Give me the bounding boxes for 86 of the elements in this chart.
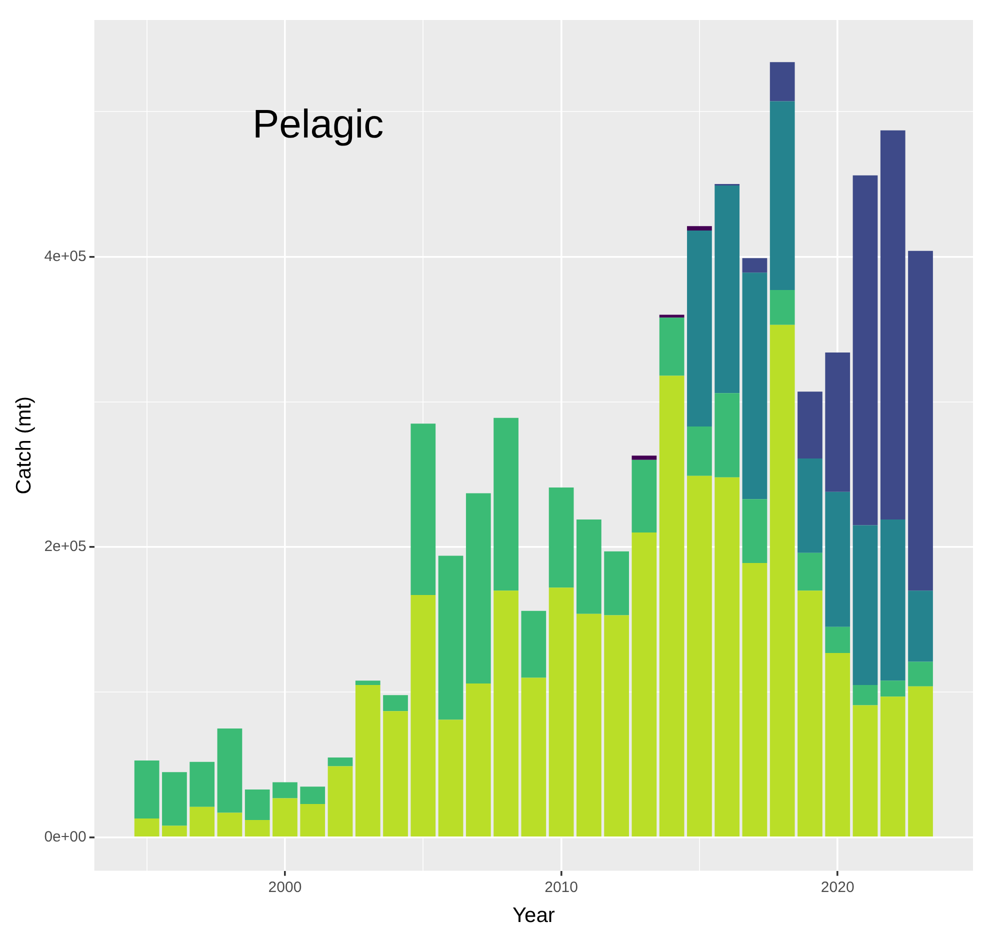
bar — [714, 477, 740, 837]
bar — [217, 728, 242, 813]
bar — [438, 556, 464, 720]
bar — [770, 290, 795, 325]
x-tick-label: 2020 — [820, 878, 854, 896]
bar — [383, 711, 408, 837]
bar — [659, 318, 684, 376]
bar — [852, 705, 878, 837]
bar — [770, 324, 795, 837]
bar — [852, 525, 878, 685]
bar — [190, 806, 215, 837]
bar — [770, 62, 795, 102]
bar — [604, 551, 629, 616]
bar — [742, 258, 768, 273]
y-tick-label: 0e+00 — [44, 828, 86, 846]
bar — [410, 594, 436, 837]
bar — [300, 786, 326, 804]
bar — [687, 426, 712, 476]
bar — [548, 588, 574, 837]
x-axis-title: Year — [512, 904, 555, 928]
bar — [742, 272, 768, 500]
bar — [825, 626, 850, 654]
bar — [742, 563, 768, 837]
bar — [162, 826, 187, 837]
bar — [908, 662, 933, 686]
y-axis-title: Catch (mt) — [12, 396, 36, 494]
bar — [494, 590, 518, 837]
bar — [852, 175, 878, 526]
bar — [798, 590, 822, 837]
annotation: Pelagic — [252, 102, 384, 146]
bar — [604, 615, 629, 837]
bar — [383, 695, 408, 712]
bar — [687, 226, 712, 231]
bar — [466, 493, 491, 684]
bar — [632, 456, 657, 460]
bar — [162, 772, 187, 826]
y-tick-label: 4e+05 — [44, 248, 86, 265]
bar — [687, 476, 712, 837]
bar — [880, 130, 906, 520]
bar — [908, 250, 933, 591]
bar — [770, 101, 795, 290]
bar — [494, 418, 518, 591]
bar — [659, 376, 684, 837]
bar — [825, 352, 850, 492]
bar — [134, 760, 160, 819]
bar — [521, 610, 546, 678]
bar — [825, 492, 850, 627]
bar — [852, 684, 878, 706]
bar — [798, 552, 822, 591]
bar — [714, 186, 740, 394]
bar — [410, 424, 436, 595]
bar — [548, 488, 574, 588]
y-tick-label: 2e+05 — [44, 538, 86, 556]
bar — [825, 653, 850, 837]
bar — [742, 499, 768, 563]
x-tick-label: 2000 — [268, 878, 302, 896]
bar — [355, 684, 380, 837]
bar — [632, 532, 657, 837]
bar — [576, 614, 602, 837]
bar — [908, 590, 933, 662]
bar — [244, 820, 270, 837]
bar — [714, 393, 740, 478]
bar — [300, 804, 326, 837]
bar — [190, 762, 215, 807]
bar — [880, 519, 906, 681]
bar — [880, 680, 906, 697]
bar — [438, 720, 464, 837]
bar — [328, 758, 353, 766]
bar — [244, 789, 270, 820]
bar — [272, 782, 298, 798]
bar — [217, 812, 242, 837]
bar — [632, 460, 657, 533]
bar — [576, 519, 602, 614]
bar — [798, 458, 822, 553]
x-tick-label: 2010 — [544, 878, 578, 896]
bar — [908, 686, 933, 837]
bar — [659, 314, 684, 318]
bar — [466, 684, 491, 837]
bar — [521, 678, 546, 837]
bar — [798, 392, 822, 458]
bar — [880, 696, 906, 837]
bar — [687, 230, 712, 427]
bar — [355, 680, 380, 685]
bar — [134, 818, 160, 837]
bar — [272, 798, 298, 837]
bar — [328, 766, 353, 837]
